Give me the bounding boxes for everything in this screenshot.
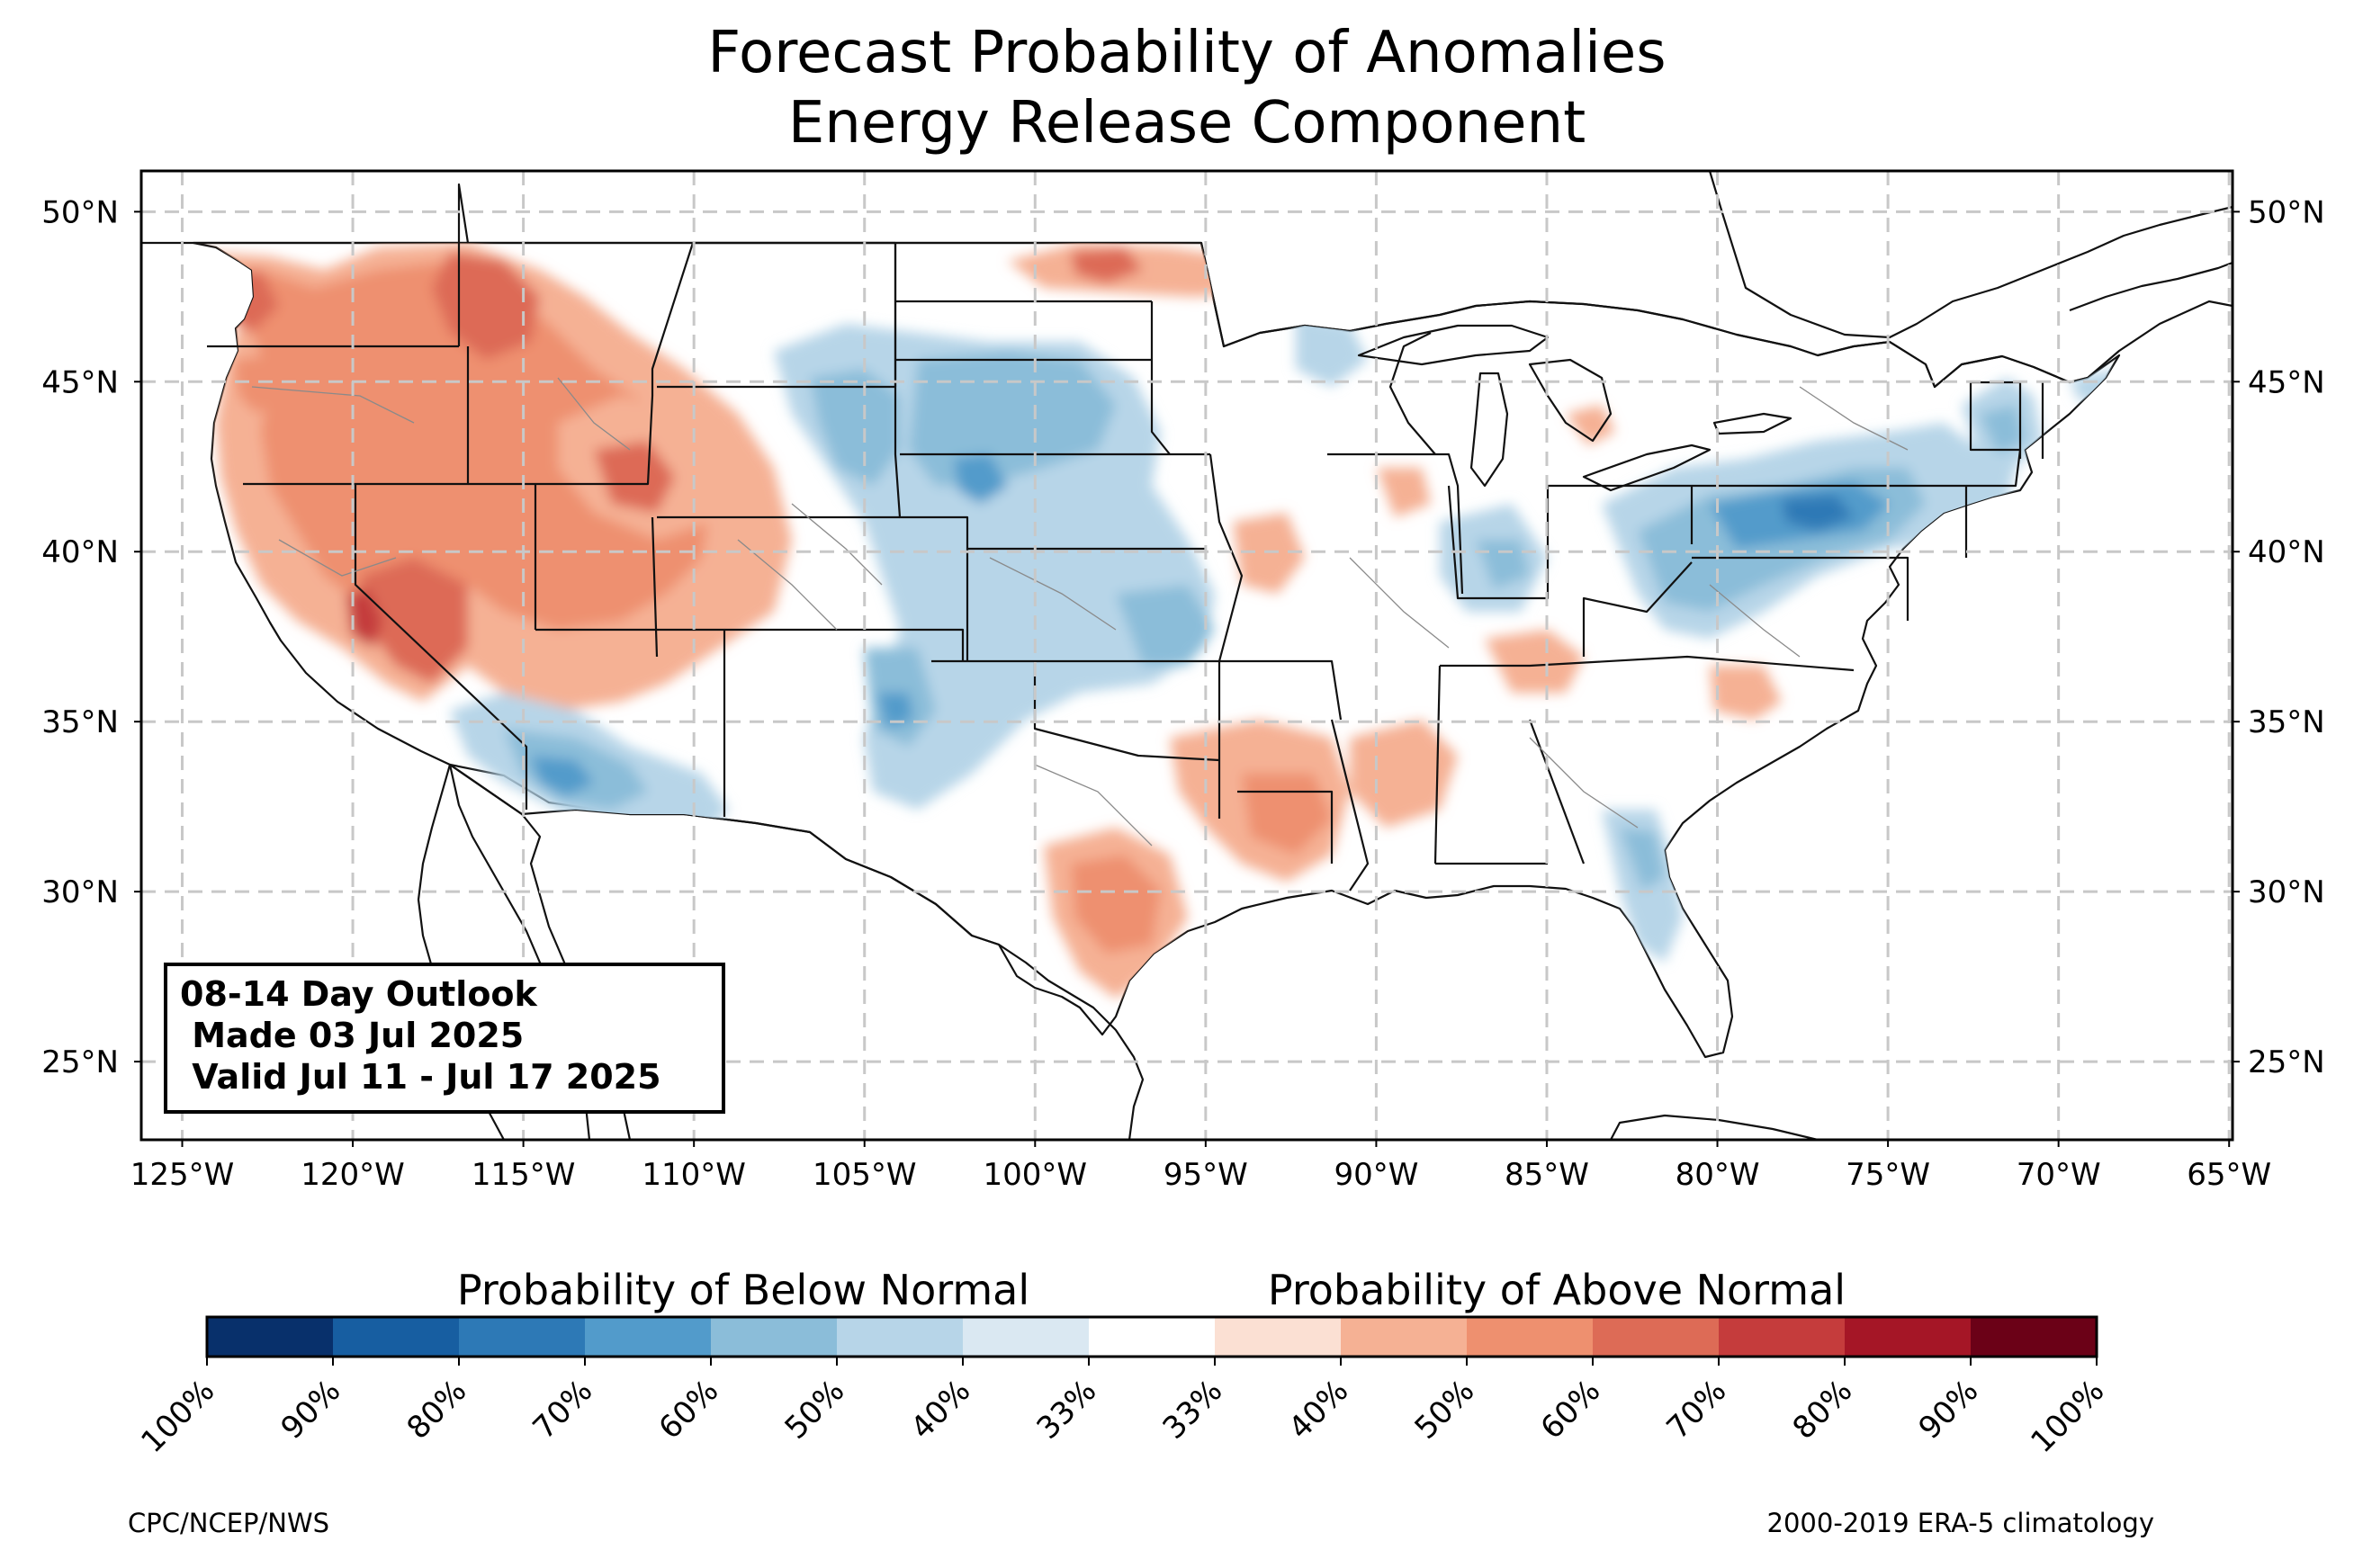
colorbar-swatch bbox=[1089, 1317, 1216, 1357]
colorbar-tick-label: 80% bbox=[400, 1373, 474, 1447]
colorbar-tick-label: 60% bbox=[652, 1373, 726, 1447]
colorbar-tick-label: 90% bbox=[1912, 1373, 1986, 1447]
colorbar-swatch bbox=[837, 1317, 964, 1357]
state-borders bbox=[207, 183, 2044, 892]
colorbar-swatch bbox=[1467, 1317, 1594, 1357]
colorbar-tick-label: 33% bbox=[1030, 1373, 1104, 1447]
map-panel: 25°N 30°N 35°N 40°N 45°N 50°N 25°N 30°N 35°N 40°… bbox=[41, 169, 2325, 1193]
lat-tick-label: 25°N bbox=[41, 1044, 119, 1080]
colorbar-tick-label: 40% bbox=[904, 1373, 978, 1447]
lon-tick-label: 80°W bbox=[1676, 1157, 1760, 1193]
lon-tick-label: 125°W bbox=[130, 1157, 235, 1193]
colorbar-tick-label: 40% bbox=[1282, 1373, 1356, 1447]
lake-erie bbox=[1582, 444, 1712, 492]
colorbar-swatch bbox=[585, 1317, 712, 1357]
lake-michigan bbox=[1469, 372, 1509, 488]
colorbar-frame bbox=[205, 1315, 2098, 1358]
hudson-coast bbox=[1708, 171, 2233, 339]
colorbar-swatch bbox=[1845, 1317, 1972, 1357]
colorbar-swatch bbox=[207, 1317, 334, 1357]
lon-tick-label: 120°W bbox=[301, 1157, 405, 1193]
conus-land bbox=[192, 241, 2121, 1059]
lat-tick-label: 35°N bbox=[41, 704, 119, 740]
colorbar-tick-label: 90% bbox=[274, 1373, 348, 1447]
colorbar-swatch bbox=[333, 1317, 460, 1357]
lon-tick-label: 115°W bbox=[472, 1157, 576, 1193]
colorbar-swatch bbox=[1341, 1317, 1468, 1357]
lon-labels: 125°W 120°W 115°W 110°W 105°W 100°W 95°W 90°W 85… bbox=[130, 1140, 2271, 1193]
colorbar-tick-label: 80% bbox=[1786, 1373, 1860, 1447]
colorbar-ticks: 100% 90% 80% 70% 60% 50% 40% 33% 33% 40% 50% 60% 70%… bbox=[134, 1357, 2111, 1460]
lon-tick-label: 75°W bbox=[1846, 1157, 1930, 1193]
colorbar-tick-label: 70% bbox=[1660, 1373, 1734, 1447]
colorbar-tick-label: 50% bbox=[1408, 1373, 1482, 1447]
colorbar-swatch bbox=[1593, 1317, 1720, 1357]
lat-labels-left: 25°N 30°N 35°N 40°N 45°N 50°N bbox=[41, 194, 141, 1080]
lon-tick-label: 100°W bbox=[984, 1157, 1088, 1193]
title-line-2: Energy Release Component bbox=[788, 90, 1586, 157]
lat-tick-label: 40°N bbox=[41, 534, 119, 570]
colorbar-swatches bbox=[207, 1317, 2098, 1357]
labrador-coast bbox=[2069, 261, 2233, 312]
lat-tick-label: 25°N bbox=[2248, 1044, 2325, 1080]
colorbar-swatch bbox=[459, 1317, 586, 1357]
cuba bbox=[1609, 1114, 1819, 1140]
outlook-valid-range: Valid Jul 11 - Jul 17 2025 bbox=[180, 1057, 661, 1097]
colorbar-tick-label: 100% bbox=[2024, 1373, 2111, 1460]
colorbar-swatch bbox=[1719, 1317, 1846, 1357]
lat-tick-label: 45°N bbox=[2248, 364, 2325, 400]
colorbar-swatch bbox=[1971, 1317, 2098, 1357]
colorbar-swatch bbox=[963, 1317, 1090, 1357]
lon-tick-label: 85°W bbox=[1505, 1157, 1589, 1193]
colorbar: Probability of Below Normal Probability … bbox=[134, 1266, 2111, 1460]
baja-peninsula bbox=[448, 763, 632, 1140]
colorbar-tick-label: 60% bbox=[1534, 1373, 1608, 1447]
lon-tick-label: 65°W bbox=[2187, 1157, 2271, 1193]
lat-tick-label: 50°N bbox=[2248, 194, 2325, 230]
outlook-box-frame bbox=[164, 963, 725, 1114]
colorbar-swatch bbox=[711, 1317, 838, 1357]
outlook-title: 08-14 Day Outlook bbox=[180, 974, 538, 1014]
colorbar-tick-label: 70% bbox=[526, 1373, 600, 1447]
colorbar-swatch bbox=[1215, 1317, 1342, 1357]
colorbar-tick-label: 50% bbox=[778, 1373, 852, 1447]
footer-climatology: 2000-2019 ERA-5 climatology bbox=[1767, 1508, 2154, 1538]
lat-tick-label: 50°N bbox=[41, 194, 119, 230]
lon-tick-label: 70°W bbox=[2017, 1157, 2101, 1193]
lat-tick-label: 40°N bbox=[2248, 534, 2325, 570]
probability-shading bbox=[200, 243, 2119, 999]
lon-tick-label: 95°W bbox=[1164, 1157, 1248, 1193]
outlook-made-date: Made 03 Jul 2025 bbox=[180, 1016, 524, 1055]
colorbar-tick-label: 100% bbox=[134, 1373, 221, 1460]
map-frame bbox=[139, 169, 2234, 1142]
lat-tick-label: 45°N bbox=[41, 364, 119, 400]
colorbar-above-label: Probability of Above Normal bbox=[1268, 1266, 1846, 1314]
lat-labels-right: 25°N 30°N 35°N 40°N 45°N 50°N bbox=[2233, 194, 2325, 1080]
lon-tick-label: 105°W bbox=[813, 1157, 917, 1193]
lat-tick-label: 30°N bbox=[2248, 874, 2325, 910]
lake-huron bbox=[1528, 358, 1613, 443]
lat-tick-label: 35°N bbox=[2248, 704, 2325, 740]
title-line-1: Forecast Probability of Anomalies bbox=[707, 20, 1666, 86]
lon-tick-label: 110°W bbox=[642, 1157, 746, 1193]
outlook-box: 08-14 Day Outlook Made 03 Jul 2025 Valid… bbox=[164, 963, 725, 1114]
colorbar-below-label: Probability of Below Normal bbox=[457, 1266, 1029, 1314]
colorbar-tick-label: 33% bbox=[1156, 1373, 1230, 1447]
footer-source: CPC/NCEP/NWS bbox=[128, 1508, 329, 1538]
lon-tick-label: 90°W bbox=[1334, 1157, 1418, 1193]
lat-tick-label: 30°N bbox=[41, 874, 119, 910]
